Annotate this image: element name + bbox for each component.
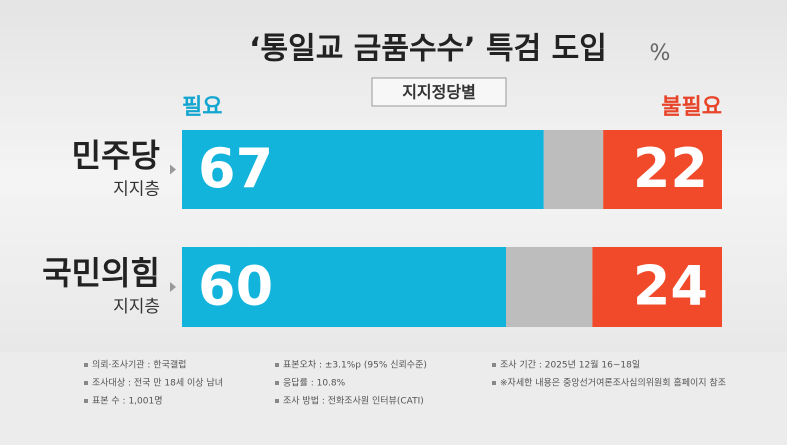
- bar-segment: [543, 130, 604, 209]
- bar-segment: [506, 247, 593, 327]
- pointer: [170, 282, 176, 292]
- note-bullet: [275, 363, 279, 367]
- note: 조사 기간 : 2025년 12월 16~18일: [500, 359, 640, 371]
- category-label: 민주당: [72, 137, 160, 175]
- note-bullet: [275, 399, 279, 403]
- unit: %: [650, 41, 671, 66]
- subtitle: 지지정당별: [402, 83, 476, 102]
- note-bullet: [492, 381, 496, 385]
- note-bullet: [84, 399, 88, 403]
- category-label: 국민의힘: [42, 254, 160, 292]
- note: 표본오차 : ±3.1%p (95% 신뢰수준): [283, 359, 427, 371]
- note: 의뢰·조사기관 : 한국갤럽: [92, 359, 186, 371]
- note: 조사 방법 : 전화조사원 인터뷰(CATI): [283, 396, 424, 407]
- value-label: 67: [198, 137, 273, 200]
- note-bullet: [275, 381, 279, 385]
- chart-title: ‘통일교 금품수수’ 특검 도입: [249, 32, 607, 67]
- pointer: [170, 164, 176, 175]
- note: ※자세한 내용은 중앙선거여론조사심의위원회 홈페이지 참조: [500, 377, 726, 389]
- bar-segment: [182, 247, 506, 327]
- note-bullet: [492, 363, 496, 367]
- note: 표본 수 : 1,001명: [92, 396, 163, 407]
- value-label: 60: [198, 255, 273, 318]
- subtitle-box: [371, 77, 507, 107]
- value-label: 24: [633, 255, 708, 318]
- bar-segment: [182, 130, 544, 209]
- value-label: 22: [633, 137, 708, 200]
- note-bullet: [84, 363, 88, 367]
- bar-segment: [592, 247, 722, 327]
- category-note: 지지층: [113, 180, 160, 200]
- note: 응답률 : 10.8%: [283, 377, 346, 389]
- legend-label: 불필요: [661, 95, 722, 120]
- category-note: 지지층: [113, 297, 160, 317]
- legend-label: 필요: [182, 95, 222, 120]
- bar-segment: [603, 130, 722, 209]
- note: 조사대상 : 전국 만 18세 이상 남녀: [92, 378, 223, 389]
- note-bullet: [84, 381, 88, 385]
- footer-band: [0, 352, 787, 445]
